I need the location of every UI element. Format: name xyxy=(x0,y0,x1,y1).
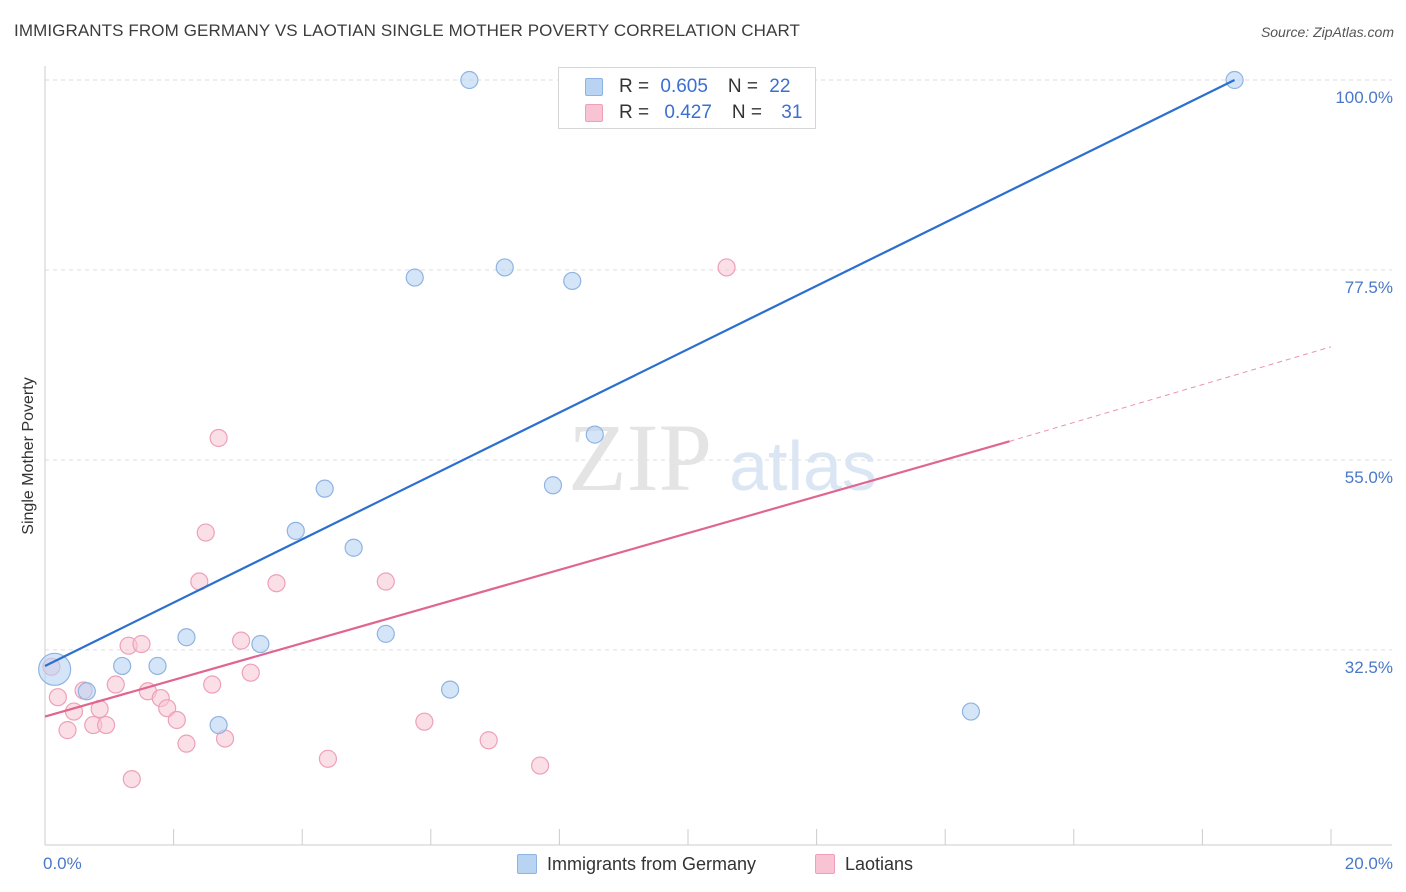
germany-point xyxy=(113,656,132,676)
watermark-zip: ZIP xyxy=(568,404,712,511)
germany-point xyxy=(177,628,196,647)
germany-point xyxy=(376,624,395,643)
germany-point xyxy=(209,715,228,735)
y-tick-label: 32.5% xyxy=(1345,658,1393,677)
laotian-point xyxy=(717,258,736,277)
legend-n-value: 22 xyxy=(769,76,791,97)
germany-point xyxy=(344,538,363,557)
laotian-point xyxy=(96,715,116,735)
x-tick-labels: 0.0% 20.0% xyxy=(43,854,1393,873)
laotian-point xyxy=(158,699,177,718)
laotian-point xyxy=(241,663,260,682)
y-tick-label: 100.0% xyxy=(1335,88,1393,107)
legend-n-value: 31 xyxy=(781,102,803,123)
laotian-point xyxy=(318,749,338,768)
watermark: ZIP atlas xyxy=(568,404,877,511)
germany-point xyxy=(405,268,424,287)
x-tick-label: 20.0% xyxy=(1345,854,1393,873)
laotian-trend-extension xyxy=(1009,346,1332,442)
x-tick-label: 0.0% xyxy=(43,854,82,873)
germany-point xyxy=(77,682,96,701)
chart-title: IMMIGRANTS FROM GERMANY VS LAOTIAN SINGL… xyxy=(14,21,801,40)
germany-point xyxy=(543,476,563,495)
laotian-point xyxy=(106,675,125,694)
laotian-point xyxy=(177,734,196,753)
series-name-laotian: Laotians xyxy=(845,853,914,874)
gridlines xyxy=(45,79,1392,651)
series-legend-germany: Immigrants from Germany xyxy=(517,852,756,876)
laotians-points xyxy=(42,258,736,789)
laotian-point xyxy=(203,675,222,694)
germany-point xyxy=(495,258,514,277)
germany-trend-line xyxy=(44,79,1236,667)
legend-r-label: R = xyxy=(619,102,655,123)
legend-row-laotian: R = 0.427 N = 31 xyxy=(585,101,802,125)
legend-swatch-germany xyxy=(585,78,603,96)
laotian-point xyxy=(167,710,186,730)
germany-points xyxy=(38,70,1244,735)
laotian-point xyxy=(531,756,550,775)
germany-point xyxy=(38,652,72,686)
legend-r-value: 0.427 xyxy=(664,102,712,123)
laotian-point xyxy=(376,572,395,591)
laotian-point xyxy=(209,428,228,448)
legend-r-label: R = xyxy=(619,76,655,97)
y-tick-label: 55.0% xyxy=(1345,468,1393,487)
laotian-trend-line xyxy=(44,440,1010,718)
legend-row-germany: R = 0.605 N = 22 xyxy=(585,75,790,99)
trend-lines xyxy=(44,79,1332,718)
germany-point xyxy=(440,680,460,699)
laotian-point xyxy=(132,634,151,654)
series-name-germany: Immigrants from Germany xyxy=(547,853,757,874)
axes xyxy=(44,66,1392,846)
series-swatch-germany xyxy=(517,854,537,874)
germany-point xyxy=(315,479,334,498)
laotian-point xyxy=(232,631,251,650)
watermark-atlas: atlas xyxy=(729,427,877,505)
laotian-point xyxy=(48,688,67,707)
laotian-point xyxy=(122,769,141,789)
germany-point xyxy=(251,634,270,654)
laotian-point xyxy=(58,721,77,740)
series-swatch-laotian xyxy=(815,854,835,874)
legend-r-value: 0.605 xyxy=(660,76,708,97)
chart-source: Source: ZipAtlas.com xyxy=(1260,24,1394,40)
laotian-point xyxy=(196,523,215,542)
legend-n-label: N = xyxy=(727,76,764,97)
germany-point xyxy=(148,656,167,676)
laotian-point xyxy=(479,731,498,750)
series-legend-laotian: Laotians xyxy=(815,852,913,876)
correlation-legend: R = 0.605 N = 22 R = 0.427 N = 31 xyxy=(558,67,816,129)
germany-point xyxy=(563,271,582,291)
y-tick-label: 77.5% xyxy=(1345,278,1393,297)
germany-point xyxy=(961,702,981,721)
y-tick-labels: 32.5% 55.0% 77.5% 100.0% xyxy=(1335,88,1393,677)
laotian-point xyxy=(415,712,434,731)
legend-n-label: N = xyxy=(731,102,768,123)
germany-point xyxy=(585,425,604,444)
germany-point xyxy=(460,70,479,90)
germany-point xyxy=(286,521,305,540)
laotian-point xyxy=(267,574,286,593)
legend-swatch-laotian xyxy=(585,104,603,122)
